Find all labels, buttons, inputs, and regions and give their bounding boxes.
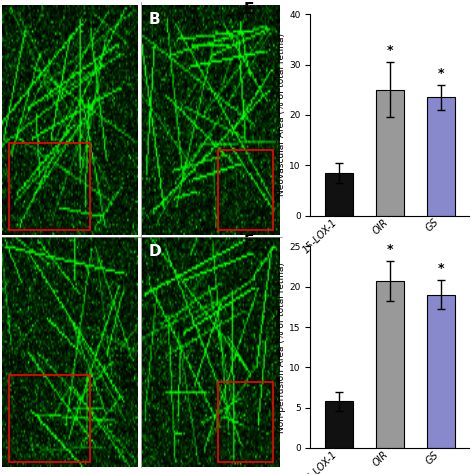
Bar [427,295,455,448]
Bar [325,401,353,448]
Text: *: * [438,262,444,275]
Bar [376,90,404,216]
Bar [427,97,455,216]
Text: B: B [149,12,161,27]
Text: *: * [438,67,444,80]
Bar [9,143,90,230]
Bar [9,375,90,462]
Bar [325,173,353,216]
Text: E: E [244,2,254,17]
Text: *: * [387,243,393,256]
Text: F: F [244,235,254,249]
Bar [218,382,273,462]
Y-axis label: Non-perfusion Area (% of total retina): Non-perfusion Area (% of total retina) [277,262,286,433]
Text: D: D [149,244,162,259]
Text: *: * [387,44,393,57]
Y-axis label: Neovascular Area (% of total retina): Neovascular Area (% of total retina) [277,34,286,196]
Bar [218,150,273,230]
Bar [376,281,404,448]
